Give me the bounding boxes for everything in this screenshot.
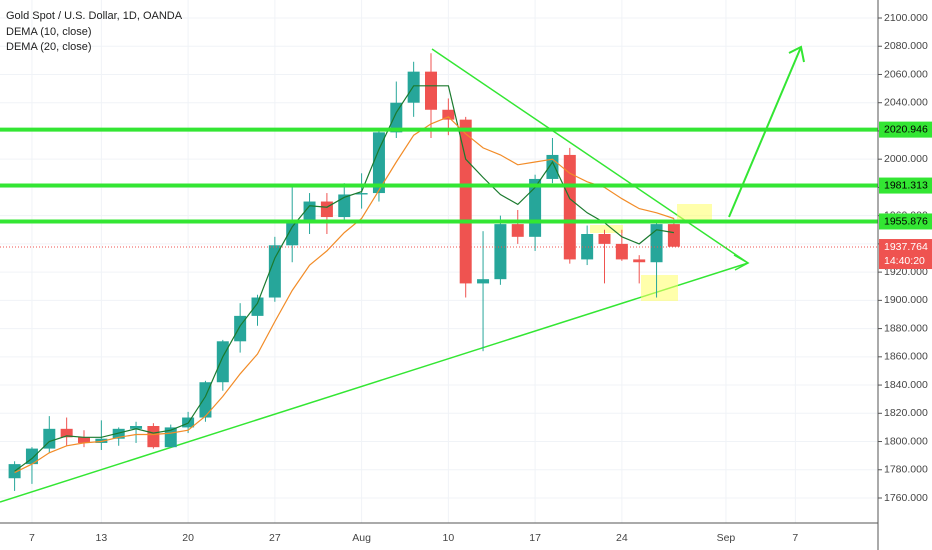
- x-tick-label: 17: [529, 532, 541, 544]
- candle-body: [112, 428, 125, 439]
- candle-body: [303, 201, 316, 223]
- candle-body: [667, 224, 680, 247]
- candle-body: [320, 201, 333, 218]
- level-label-bg: [879, 177, 932, 194]
- x-tick-label: Sep: [717, 532, 736, 544]
- support-trendline: [0, 262, 749, 503]
- chart-title: Gold Spot / U.S. Dollar, 1D, OANDA: [6, 10, 183, 22]
- y-tick-label: 1900.000: [884, 294, 928, 306]
- y-tick-label: 1840.000: [884, 379, 928, 391]
- x-tick-label: 20: [182, 532, 194, 544]
- x-tick-label: 7: [29, 532, 35, 544]
- highlight-box: [590, 225, 623, 233]
- drawings: [0, 45, 805, 503]
- candle-body: [459, 119, 472, 284]
- arrow-head: [788, 45, 805, 63]
- candle-body: [78, 437, 90, 443]
- candle-body: [633, 259, 646, 263]
- price-axis: [878, 0, 932, 550]
- countdown-label: 14:40:20: [884, 255, 925, 267]
- x-tick-label: 27: [269, 532, 281, 544]
- candle-body: [407, 71, 420, 103]
- candle-body: [60, 428, 73, 438]
- y-tick-label: 2100.000: [884, 12, 928, 24]
- highlight-box: [641, 275, 678, 301]
- candle-body: [338, 194, 351, 218]
- candle-body: [650, 224, 663, 263]
- axis: 1760.000 1780.000 1800.000 1820.000 1840.000…: [29, 12, 932, 544]
- level-label: 1955.876: [884, 215, 928, 227]
- x-tick-label: 10: [443, 532, 455, 544]
- indicator-line: [14, 116, 675, 474]
- y-tick-label: 2000.000: [884, 153, 928, 165]
- x-tick-label: 13: [96, 532, 108, 544]
- candle-body: [372, 132, 385, 194]
- candle-body: [390, 102, 403, 133]
- highlight-box: [677, 204, 712, 222]
- candle-body: [598, 234, 611, 244]
- y-tick-label: 2040.000: [884, 96, 928, 108]
- candle-body: [477, 279, 490, 284]
- y-tick-label: 1880.000: [884, 322, 928, 334]
- indicator-legend: DEMA (20, close): [6, 41, 92, 53]
- candle-body: [95, 438, 108, 443]
- candle-body: [355, 193, 368, 195]
- indicator-legend: DEMA (10, close): [6, 26, 92, 38]
- x-tick-label: 7: [792, 532, 798, 544]
- resistance-trendline: [431, 48, 749, 264]
- level-label-bg: [879, 213, 932, 230]
- y-tick-label: 2080.000: [884, 40, 928, 52]
- x-tick-label: Aug: [352, 532, 371, 544]
- candle-body: [147, 426, 160, 448]
- candle-body: [581, 234, 594, 260]
- candle-body: [268, 245, 281, 298]
- current-price-label: 1937.764: [884, 241, 928, 253]
- candle-body: [563, 154, 576, 260]
- candle-body: [425, 71, 437, 110]
- y-tick-label: 1860.000: [884, 351, 928, 363]
- level-label-bg: [879, 121, 932, 138]
- candle-body: [511, 224, 524, 237]
- y-tick-label: 1800.000: [884, 435, 928, 447]
- plot: [0, 53, 878, 491]
- y-tick-label: 2060.000: [884, 68, 928, 80]
- candle-body: [442, 109, 455, 120]
- candle-body: [546, 154, 559, 179]
- y-tick-label: 1760.000: [884, 492, 928, 504]
- candle-body: [494, 224, 507, 280]
- arrow-head: [733, 254, 750, 271]
- candle-body: [216, 341, 229, 383]
- target-arrow: [728, 46, 802, 218]
- x-tick-label: 24: [616, 532, 628, 544]
- candle-body: [251, 297, 264, 316]
- level-label: 1981.313: [884, 179, 928, 191]
- candle-body: [286, 222, 299, 246]
- candle-body: [615, 243, 628, 260]
- current-price-bg: [879, 239, 932, 270]
- level-label: 2020.946: [884, 123, 928, 135]
- y-tick-label: 1820.000: [884, 407, 928, 419]
- y-tick-label: 1780.000: [884, 464, 928, 476]
- candle-body: [130, 426, 143, 429]
